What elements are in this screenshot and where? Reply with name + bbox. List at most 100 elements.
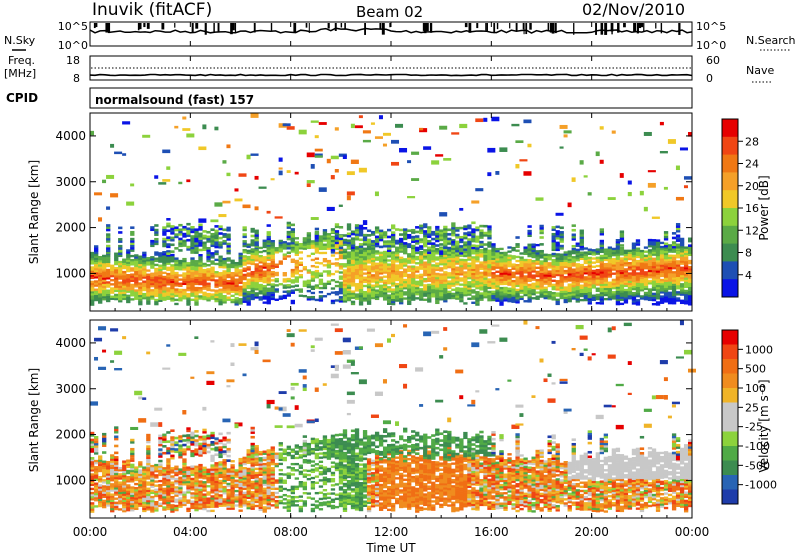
velocity-cell xyxy=(110,360,115,363)
power-cell xyxy=(298,273,304,277)
power-cell xyxy=(194,268,199,271)
power-cell xyxy=(663,300,669,303)
power-cell xyxy=(675,245,681,249)
power-cell xyxy=(443,248,448,251)
power-cell xyxy=(579,298,584,302)
velocity-cell xyxy=(178,444,183,448)
power-cell xyxy=(102,283,107,286)
power-cell xyxy=(523,267,528,270)
power-cell xyxy=(471,280,476,284)
velocity-cell xyxy=(138,418,147,423)
power-cell xyxy=(523,246,528,249)
velocity-cell xyxy=(90,506,95,509)
power-cell xyxy=(495,278,500,282)
velocity-cell xyxy=(130,452,135,456)
power-cell xyxy=(611,293,617,296)
velocity-cell xyxy=(206,478,211,482)
power-cell xyxy=(475,251,480,255)
velocity-cell xyxy=(122,476,127,480)
power-cell xyxy=(174,228,179,232)
power-cell xyxy=(142,264,147,267)
velocity-cell xyxy=(150,508,155,511)
power-cell xyxy=(362,238,368,242)
power-cell xyxy=(194,295,199,298)
power-cell xyxy=(391,290,396,293)
power-cell xyxy=(374,258,380,261)
velocity-cell xyxy=(90,434,95,437)
power-cell xyxy=(250,285,255,288)
power-cell xyxy=(559,244,564,248)
velocity-cell xyxy=(98,480,103,483)
power-cell xyxy=(102,267,107,270)
power-cell xyxy=(374,285,380,288)
power-cell xyxy=(294,263,299,267)
power-cell xyxy=(254,252,259,256)
power-cell xyxy=(479,229,484,232)
velocity-cell xyxy=(90,465,95,468)
power-cell xyxy=(459,297,464,301)
power-cell xyxy=(382,283,388,287)
velocity-cell xyxy=(198,482,203,485)
velocity-cell xyxy=(138,485,143,489)
velocity-cell xyxy=(194,502,199,506)
power-cell xyxy=(435,276,440,280)
power-cell xyxy=(391,139,400,144)
power-cell xyxy=(431,257,436,261)
power-cell xyxy=(374,244,380,248)
velocity-cell xyxy=(122,493,127,496)
velocity-cell xyxy=(114,505,119,509)
power-cell xyxy=(675,291,681,294)
power-cell xyxy=(150,274,155,278)
velocity-cell xyxy=(170,429,175,432)
power-cell xyxy=(667,244,673,247)
power-cell xyxy=(559,255,564,258)
power-cell xyxy=(310,287,316,291)
power-cell xyxy=(667,262,673,266)
power-cell xyxy=(114,273,119,276)
power-cell xyxy=(683,260,689,264)
power-cell xyxy=(266,299,271,303)
velocity-cell xyxy=(178,468,183,471)
power-cell xyxy=(114,271,119,274)
power-cell xyxy=(639,190,644,196)
power-cell xyxy=(290,270,295,274)
power-cell xyxy=(391,269,396,273)
power-cell xyxy=(178,278,183,281)
power-cell xyxy=(346,239,352,242)
power-cell xyxy=(170,243,175,247)
velocity-cell xyxy=(110,493,115,496)
power-cell xyxy=(423,261,428,264)
power-cell xyxy=(655,262,661,265)
power-cell xyxy=(563,261,568,264)
power-cell xyxy=(427,259,432,262)
power-cell xyxy=(463,258,468,262)
power-cell xyxy=(254,229,259,233)
power-cell xyxy=(382,256,388,260)
power-cell xyxy=(403,244,408,247)
power-cell xyxy=(403,287,408,290)
power-cell xyxy=(507,277,512,280)
power-cell xyxy=(126,282,131,285)
power-cell xyxy=(158,295,163,298)
power-cell xyxy=(190,239,195,243)
power-cell xyxy=(431,268,436,271)
power-cell xyxy=(403,280,408,284)
power-cell xyxy=(583,267,588,271)
power-cell xyxy=(346,251,352,254)
power-cell xyxy=(226,273,231,277)
power-cell xyxy=(242,300,247,303)
power-cell xyxy=(322,233,328,236)
power-cell xyxy=(274,251,279,254)
power-cell xyxy=(294,278,299,281)
power-cell xyxy=(527,234,532,238)
power-cell xyxy=(170,290,175,294)
power-cell xyxy=(198,276,203,280)
power-cell xyxy=(370,265,376,269)
power-cell xyxy=(607,293,613,297)
power-cell xyxy=(463,260,468,264)
power-cell xyxy=(330,262,336,265)
power-cell xyxy=(222,233,227,236)
power-cell xyxy=(411,178,420,181)
power-cell xyxy=(675,234,681,238)
power-cell xyxy=(358,247,364,251)
